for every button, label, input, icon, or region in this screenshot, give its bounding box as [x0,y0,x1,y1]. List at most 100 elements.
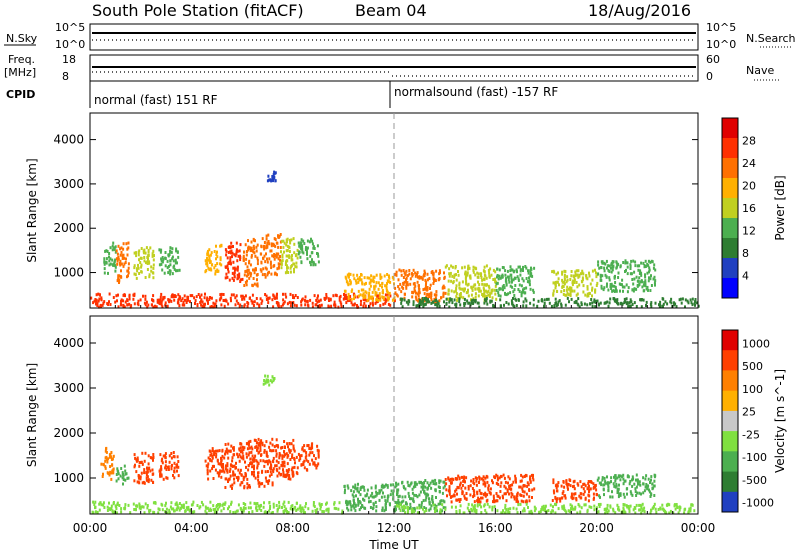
data-pixel [257,504,260,508]
colorbar-segment [722,258,738,279]
data-pixel [664,300,667,304]
data-pixel [454,289,457,293]
data-pixel [645,287,648,291]
data-pixel [473,283,476,287]
data-pixel [260,269,263,273]
data-pixel [349,272,352,276]
data-pixel [566,291,569,295]
data-pixel [615,482,618,486]
data-pixel [165,501,167,505]
data-pixel [557,277,560,281]
data-pixel [478,305,481,309]
data-pixel [172,451,175,454]
data-pixel [292,296,294,299]
data-pixel [125,242,128,246]
data-pixel [434,303,437,307]
data-pixel [689,509,692,513]
nsky-tick-high: 10^5 [55,21,85,34]
data-pixel [472,270,475,274]
data-pixel [273,295,276,299]
data-pixel [650,492,653,496]
data-pixel [601,274,604,278]
data-pixel [563,273,566,277]
data-pixel [311,301,314,305]
data-pixel [457,486,460,490]
data-pixel [465,279,468,283]
data-pixel [543,304,545,308]
data-pixel [313,454,315,458]
data-pixel [651,506,654,510]
data-pixel [212,305,215,309]
data-pixel [271,380,274,384]
data-pixel [311,260,313,264]
data-pixel [520,284,523,288]
data-pixel [636,479,639,483]
data-pixel [292,444,295,448]
data-pixel [128,297,131,301]
data-pixel [176,261,178,265]
data-pixel [646,263,649,267]
data-pixel [208,261,211,264]
data-pixel [477,286,480,290]
data-pixel [296,507,299,511]
data-pixel [423,269,426,273]
data-pixel [151,472,154,476]
data-pixel [135,251,138,255]
data-pixel [407,506,409,509]
x-tick-label: 16:00 [478,521,513,535]
data-pixel [632,282,635,286]
data-pixel [188,509,191,513]
data-pixel [301,506,304,510]
data-pixel [177,255,180,259]
data-pixel [691,303,694,307]
data-pixel [227,449,230,453]
data-pixel [365,291,368,295]
data-pixel [405,502,407,506]
data-pixel [166,259,169,263]
data-pixel [246,304,249,308]
data-pixel [139,298,142,302]
data-pixel [246,477,249,481]
data-pixel [353,297,355,301]
data-pixel [357,499,360,503]
data-pixel [510,273,513,277]
data-pixel [253,300,256,304]
data-pixel [164,454,167,458]
data-pixel [304,299,307,303]
data-pixel [648,266,651,270]
data-pixel [504,511,507,515]
data-pixel [407,484,410,487]
data-pixel [394,509,397,513]
data-pixel [473,500,476,504]
data-pixel [594,305,597,309]
data-pixel [122,253,125,257]
data-pixel [173,267,176,271]
data-pixel [308,453,311,457]
data-patch [224,442,249,490]
data-pixel [697,304,700,308]
data-pixel [357,280,360,284]
data-pixel [462,296,465,300]
data-pixel [385,289,388,292]
data-pixel [507,275,510,279]
data-pixel [278,471,281,475]
data-pixel [253,464,255,468]
data-pixel [235,252,238,256]
data-pixel [112,263,115,267]
data-pixel [428,483,431,487]
data-pixel [499,484,502,488]
data-pixel [554,502,556,506]
data-pixel [622,477,625,481]
data-pixel [215,244,217,248]
data-pixel [442,291,445,295]
data-pixel [191,510,194,514]
data-pixel [164,301,167,305]
data-pixel [538,510,541,514]
data-pixel [400,290,403,294]
data-pixel [380,495,383,499]
data-pixel [497,277,500,281]
colorbar-tick-label: 20 [742,180,756,193]
data-pixel [412,303,415,307]
data-pixel [391,275,394,279]
